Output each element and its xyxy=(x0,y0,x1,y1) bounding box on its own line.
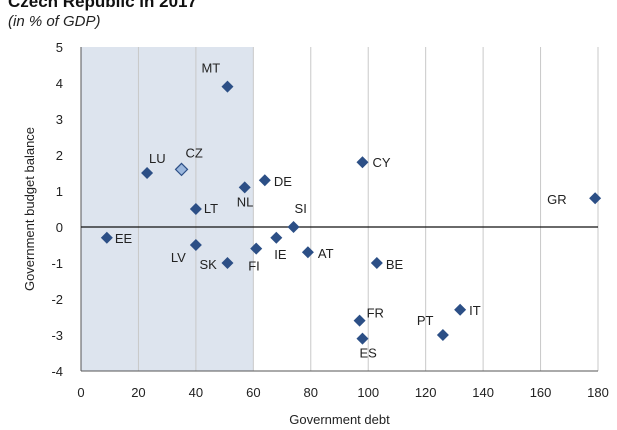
y-tick-label: -4 xyxy=(51,364,63,379)
point-label-pt: PT xyxy=(417,313,434,328)
point-nl xyxy=(238,181,251,194)
point-ee xyxy=(100,231,113,244)
chart-subtitle: (in % of GDP) xyxy=(8,13,101,30)
point-lt xyxy=(189,203,202,215)
point-cz xyxy=(174,162,189,177)
y-tick-label: 0 xyxy=(56,220,63,235)
point-fi xyxy=(250,242,263,255)
point-pt xyxy=(436,329,449,341)
point-label-cz: CZ xyxy=(186,145,203,160)
point-label-lv: LV xyxy=(171,250,186,265)
point-at xyxy=(301,246,314,259)
point-mt xyxy=(221,80,234,93)
x-tick-label: 180 xyxy=(587,385,609,400)
x-tick-label: 60 xyxy=(246,385,260,400)
point-label-ie: IE xyxy=(274,247,287,262)
x-tick-label: 0 xyxy=(77,385,84,400)
x-tick-label: 160 xyxy=(530,385,552,400)
point-be xyxy=(370,257,383,269)
point-label-mt: MT xyxy=(201,61,220,76)
y-tick-label: 5 xyxy=(56,40,63,55)
point-label-be: BE xyxy=(386,257,404,272)
point-es xyxy=(356,332,369,345)
point-cy xyxy=(356,156,369,169)
point-label-fi: FI xyxy=(248,259,260,274)
y-tick-label: 3 xyxy=(56,112,63,127)
x-tick-label: 80 xyxy=(304,385,318,400)
point-label-si: SI xyxy=(295,201,307,216)
y-axis-label: Government budget balance xyxy=(22,127,37,291)
point-label-es: ES xyxy=(359,346,377,361)
x-tick-label: 40 xyxy=(189,385,203,400)
point-label-fr: FR xyxy=(367,306,384,321)
point-label-nl: NL xyxy=(237,194,254,209)
point-de xyxy=(258,174,271,187)
point-lv xyxy=(189,239,202,251)
point-label-lt: LT xyxy=(204,201,218,216)
point-fr xyxy=(353,314,366,327)
point-sk xyxy=(221,257,234,269)
x-axis-label: Government debt xyxy=(289,412,390,427)
point-label-cy: CY xyxy=(372,155,390,170)
point-label-de: DE xyxy=(274,174,292,189)
point-lu xyxy=(141,167,154,179)
y-tick-label: -2 xyxy=(51,292,63,307)
point-ie xyxy=(270,231,283,244)
point-gr xyxy=(589,192,602,205)
point-label-ee: EE xyxy=(115,231,133,246)
x-tick-label: 100 xyxy=(357,385,379,400)
y-tick-label: 1 xyxy=(56,184,63,199)
y-tick-label: -3 xyxy=(51,328,63,343)
point-label-it: IT xyxy=(469,303,481,318)
point-label-lu: LU xyxy=(149,151,166,166)
x-tick-label: 20 xyxy=(131,385,145,400)
point-label-at: AT xyxy=(318,246,334,261)
y-tick-label: 2 xyxy=(56,148,63,163)
x-tick-label: 140 xyxy=(472,385,494,400)
point-label-gr: GR xyxy=(547,192,567,207)
y-tick-label: 4 xyxy=(56,76,63,91)
point-label-sk: SK xyxy=(199,257,217,272)
chart-title: Czech Republic in 2017 xyxy=(8,0,197,11)
highlight-region xyxy=(81,47,254,371)
point-si xyxy=(287,221,300,233)
y-tick-label: -1 xyxy=(51,256,63,271)
point-it xyxy=(454,303,467,316)
x-tick-label: 120 xyxy=(415,385,437,400)
